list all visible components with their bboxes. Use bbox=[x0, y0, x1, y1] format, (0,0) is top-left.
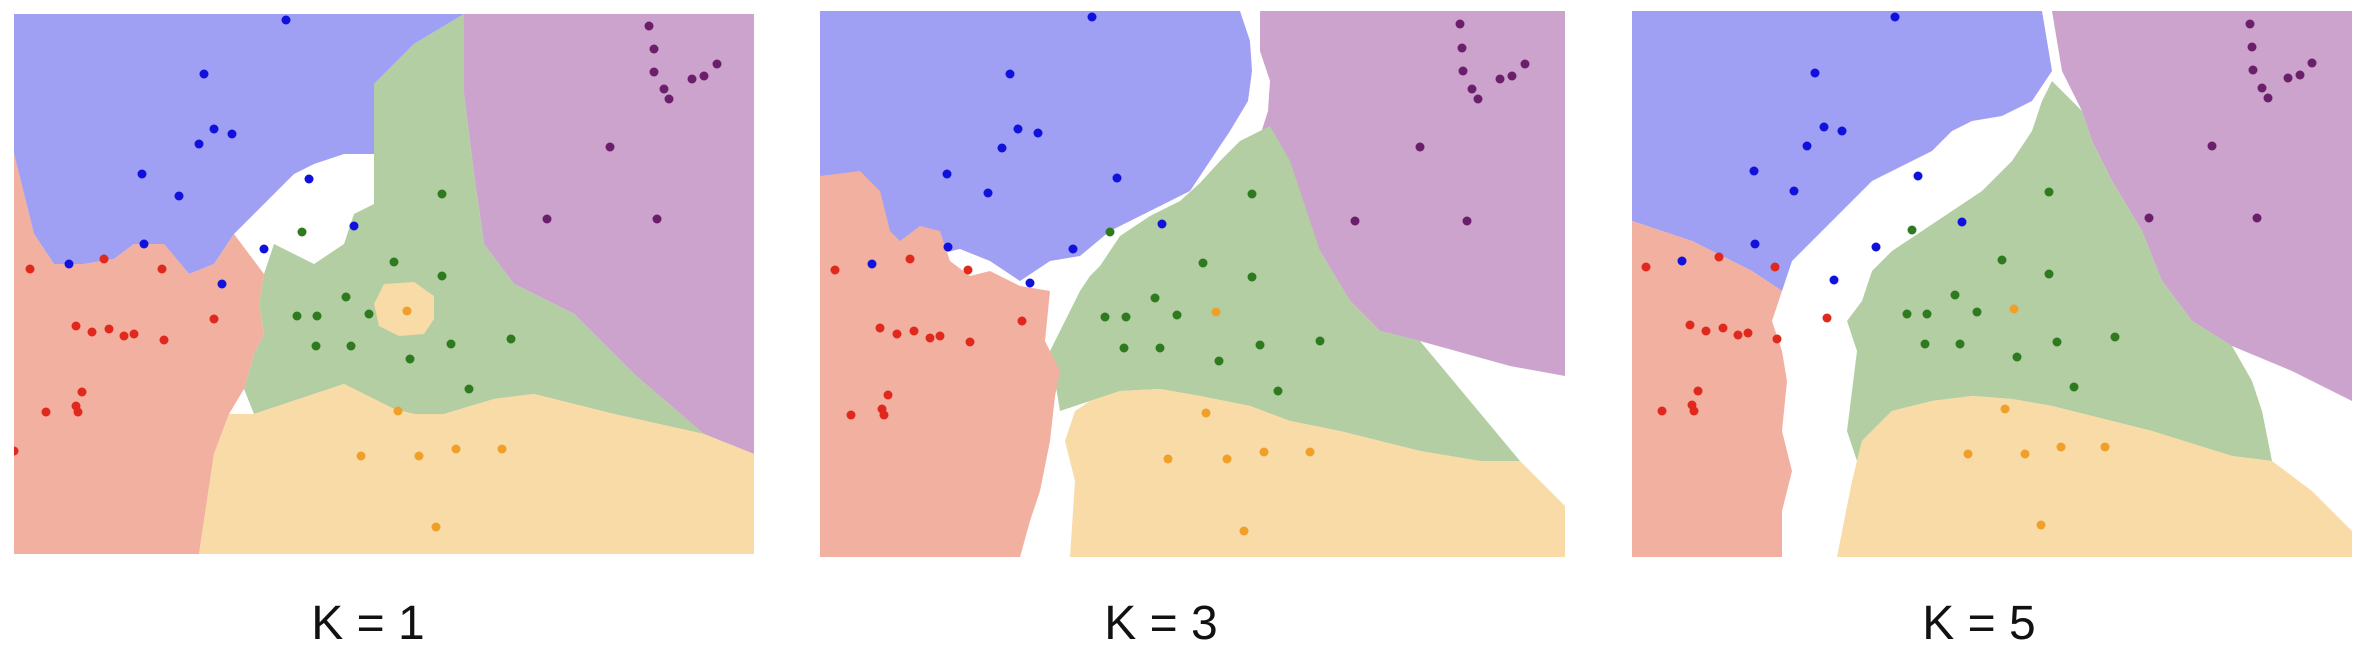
green-region bbox=[1847, 81, 2272, 461]
caption-k5: K = 5 bbox=[1922, 597, 2036, 650]
purple-region bbox=[1260, 11, 1565, 376]
red-region bbox=[14, 154, 264, 554]
blue-region bbox=[1632, 11, 2052, 291]
blue-region bbox=[820, 11, 1252, 281]
purple-points bbox=[2144, 19, 2317, 223]
green-region bbox=[1050, 126, 1520, 461]
orange-points bbox=[1163, 307, 1315, 536]
red-points bbox=[1641, 252, 1832, 416]
knn-plot-k5 bbox=[1632, 11, 2352, 557]
orange-region bbox=[1065, 389, 1565, 557]
blue-points bbox=[1677, 12, 1967, 285]
orange-points bbox=[1963, 304, 2110, 530]
knn-decision-boundary-k1 bbox=[14, 14, 754, 554]
knn-decision-boundary-k5 bbox=[1632, 11, 2352, 557]
blue-region bbox=[14, 14, 464, 274]
knn-plot-k3 bbox=[820, 11, 1565, 557]
knn-decision-boundary-k3 bbox=[820, 11, 1565, 557]
red-points bbox=[14, 254, 219, 456]
green-region bbox=[244, 14, 704, 434]
blue-points bbox=[867, 12, 1167, 288]
orange-region bbox=[1837, 396, 2352, 557]
green-points bbox=[292, 189, 516, 394]
orange-points bbox=[356, 306, 507, 532]
purple-region bbox=[464, 14, 754, 454]
green-points bbox=[1100, 189, 1325, 396]
purple-points bbox=[1350, 19, 1530, 226]
green-points bbox=[1902, 187, 2120, 392]
knn-plot-k1 bbox=[14, 14, 754, 554]
red-region bbox=[820, 171, 1060, 557]
purple-region bbox=[2052, 11, 2352, 401]
red-region bbox=[1632, 221, 1792, 557]
orange-region bbox=[199, 384, 754, 554]
purple-points bbox=[542, 21, 722, 224]
red-points bbox=[830, 254, 1027, 420]
caption-k3: K = 3 bbox=[1104, 597, 1218, 650]
blue-points bbox=[64, 15, 359, 289]
caption-k1: K = 1 bbox=[311, 597, 425, 650]
